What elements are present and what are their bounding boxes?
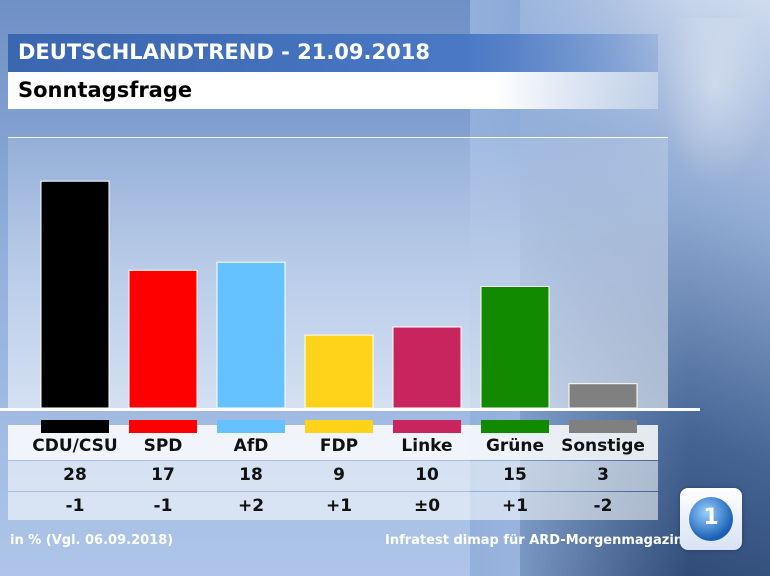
change-label-fdp: +1 (325, 496, 353, 516)
value-label-cdu-csu: 28 (63, 465, 87, 485)
color-swatch-spd (129, 420, 197, 433)
value-label-spd: 17 (151, 465, 175, 485)
value-label-grüne: 15 (503, 465, 527, 485)
bar-sonstige (568, 383, 638, 409)
category-label-linke: Linke (401, 436, 453, 456)
color-swatch-cdu-csu (41, 420, 109, 433)
chart-baseline (0, 408, 700, 411)
change-label-spd: -1 (153, 496, 173, 516)
category-label-grüne: Grüne (485, 436, 545, 456)
footer-note: in % (Vgl. 06.09.2018) (10, 533, 174, 548)
color-swatch-linke (393, 420, 461, 433)
color-swatch-grüne (481, 420, 549, 433)
bar-spd (128, 269, 198, 409)
ard-logo-icon: 1 (680, 488, 742, 550)
bar-cdu-csu (40, 180, 110, 409)
change-label-cdu-csu: -1 (65, 496, 85, 516)
ard-logo-text: 1 (703, 505, 719, 530)
color-swatch-fdp (305, 420, 373, 433)
bar-afd (216, 261, 286, 409)
bar-linke (392, 326, 462, 409)
category-label-sonstige: Sonstige (561, 436, 645, 456)
value-label-fdp: 9 (333, 465, 345, 485)
bar-grüne (480, 286, 550, 409)
change-label-grüne: +1 (501, 496, 529, 516)
category-label-fdp: FDP (319, 436, 359, 456)
chart-title: DEUTSCHLANDTREND - 21.09.2018 (18, 40, 430, 64)
color-swatch-sonstige (569, 420, 637, 433)
title-bar (8, 34, 658, 72)
chart-subtitle: Sonntagsfrage (18, 78, 193, 102)
value-label-linke: 10 (415, 465, 439, 485)
category-label-cdu-csu: CDU/CSU (32, 436, 118, 456)
change-label-sonstige: -2 (593, 496, 613, 516)
color-swatch-afd (217, 420, 285, 433)
value-row (8, 461, 658, 491)
change-row (8, 492, 658, 520)
ard-logo-circle: 1 (689, 497, 733, 541)
footer-source: Infratest dimap für ARD-Morgenmagazin (385, 533, 684, 548)
category-label-spd: SPD (143, 436, 183, 456)
value-label-afd: 18 (239, 465, 263, 485)
value-label-sonstige: 3 (597, 465, 609, 485)
eagle-emblem (660, 18, 770, 188)
change-label-afd: +2 (237, 496, 265, 516)
change-label-linke: ±0 (413, 496, 441, 516)
subtitle-bar (8, 72, 658, 109)
category-label-afd: AfD (233, 436, 269, 456)
bar-fdp (304, 334, 374, 409)
